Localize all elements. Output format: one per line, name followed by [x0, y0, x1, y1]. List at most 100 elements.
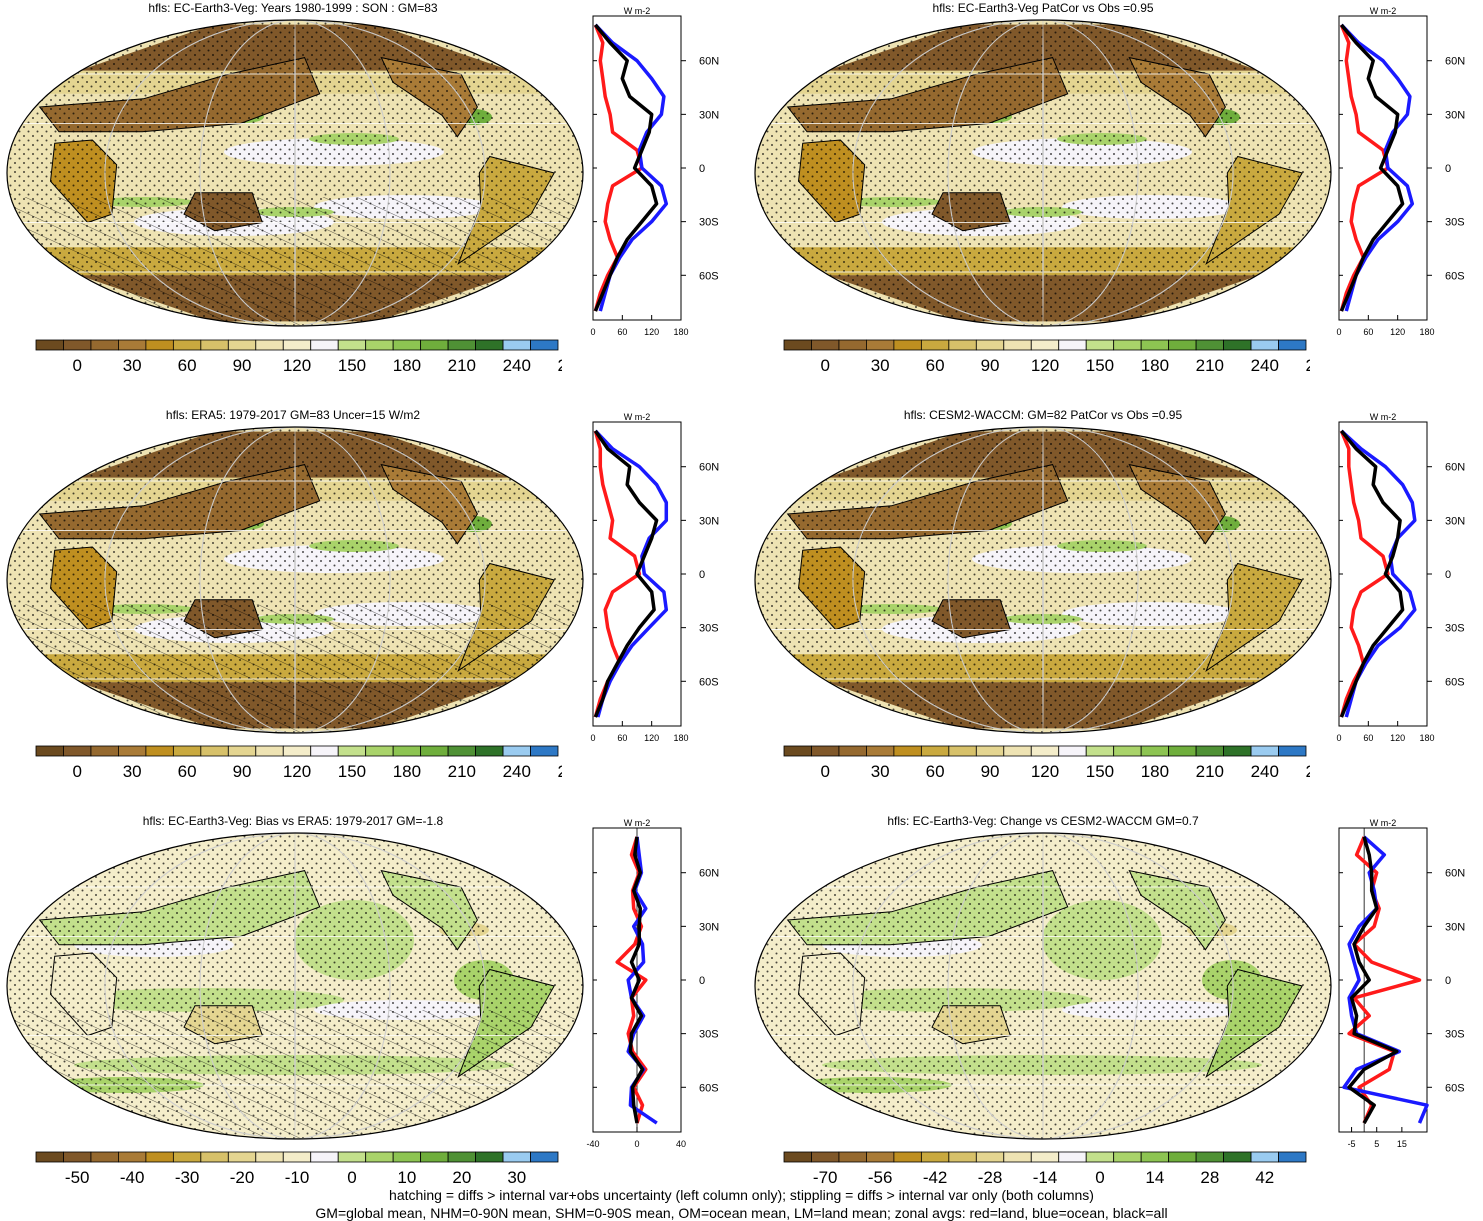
ocean-zonal-line: [1340, 23, 1415, 312]
colorbar-swatch: [920, 339, 950, 351]
colorbar-swatch: [502, 339, 531, 351]
lat-tick-label: 0: [1445, 975, 1451, 987]
colorbar-swatch: [475, 1151, 504, 1163]
x-tick-label: 0: [1336, 327, 1341, 337]
map-title: hfls: EC-Earth3-Veg: Years 1980-1999 : S…: [148, 1, 438, 15]
map: [6, 19, 584, 327]
colorbar-swatch: [420, 745, 449, 757]
colorbar-swatch: [365, 1151, 394, 1163]
colorbar-tick-label: -42: [923, 1168, 948, 1187]
colorbar-swatch: [1223, 745, 1252, 757]
colorbar-swatch: [1030, 745, 1060, 757]
lat-tick-label: 60S: [699, 1082, 719, 1094]
colorbar-tick-label: 120: [283, 356, 311, 375]
colorbar-swatch: [172, 339, 202, 351]
x-tick-label: 180: [673, 733, 688, 743]
colorbar-tick-label: 180: [1141, 356, 1169, 375]
map-title: hfls: EC-Earth3-Veg: Change vs CESM2-WAC…: [887, 814, 1199, 828]
colorbar-swatch: [502, 745, 531, 757]
lat-tick-label: 60S: [1445, 270, 1465, 282]
colorbar-swatch: [90, 745, 119, 757]
colorbar-tick-label: 0: [820, 356, 829, 375]
colorbar-swatch: [1195, 339, 1224, 351]
zonal-unit-label: W m-2: [624, 6, 651, 16]
colorbar-swatch: [337, 1151, 367, 1163]
colorbar-swatch: [337, 339, 367, 351]
colorbar-swatch: [118, 745, 147, 757]
x-tick-label: 60: [617, 327, 627, 337]
colorbar-tick-label: 30: [123, 356, 142, 375]
colorbar-swatch: [227, 339, 257, 351]
x-tick-label: 0: [590, 327, 595, 337]
colorbar-swatch: [1223, 339, 1252, 351]
zonal-unit-label: W m-2: [1370, 412, 1397, 422]
colorbar-swatch: [200, 339, 229, 351]
map-title: hfls: EC-Earth3-Veg: Bias vs ERA5: 1979-…: [142, 814, 444, 828]
lat-tick-label: 60S: [1445, 676, 1465, 688]
colorbar-swatch: [893, 339, 922, 351]
colorbar-tick-label: 150: [1086, 356, 1114, 375]
colorbar-swatch: [1168, 339, 1197, 351]
lat-tick-label: 0: [699, 163, 705, 175]
lat-tick-label: 60S: [699, 676, 719, 688]
colorbar-swatch: [783, 745, 812, 757]
colorbar-tick-label: 270: [1306, 762, 1310, 781]
colorbar-swatch: [145, 1151, 174, 1163]
colorbar-swatch: [447, 745, 476, 757]
colorbar-tick-label: 10: [397, 1168, 416, 1187]
lat-tick-label: 30S: [1445, 217, 1465, 229]
x-tick-label: 0: [590, 733, 595, 743]
colorbar: -50-40-30-20-1001020304050: [35, 1151, 559, 1187]
footer-note-hatching: hatching = diffs > internal var+obs unce…: [389, 1187, 1094, 1203]
lat-tick-label: 0: [1445, 569, 1451, 581]
lat-tick-label: 30S: [699, 217, 719, 229]
colorbar-swatch: [866, 339, 895, 351]
colorbar-swatch: [475, 745, 504, 757]
zonal-mean-plot: W m-2 60N 30N 0 30S 60S -40 0 40: [586, 818, 719, 1149]
ocean-zonal-line: [594, 23, 669, 312]
colorbar-tick-label: -40: [120, 1168, 145, 1187]
colorbar-swatch: [282, 745, 312, 757]
colorbar-swatch: [145, 339, 174, 351]
x-tick-label: 60: [1363, 327, 1373, 337]
colorbar-swatch: [1085, 339, 1115, 351]
colorbar-swatch: [1003, 745, 1032, 757]
lat-tick-label: 30S: [1445, 623, 1465, 635]
colorbar-swatch: [948, 1151, 977, 1163]
map-title: hfls: EC-Earth3-Veg PatCor vs Obs =0.95: [932, 1, 1154, 15]
colorbar: 0306090120150180210240270300: [783, 339, 1310, 375]
colorbar-swatch: [145, 745, 174, 757]
all-zonal-line: [628, 836, 645, 1124]
colorbar-swatch: [392, 745, 422, 757]
colorbar-swatch: [172, 1151, 202, 1163]
x-tick-label: 0: [634, 1139, 639, 1149]
colorbar-swatch: [1278, 1151, 1307, 1163]
x-tick-label: -5: [1348, 1139, 1356, 1149]
colorbar-tick-label: 150: [338, 356, 366, 375]
colorbar-swatch: [1278, 339, 1307, 351]
map: [754, 426, 1332, 734]
lat-tick-label: 30N: [699, 515, 719, 527]
colorbar-swatch: [255, 1151, 284, 1163]
colorbar-swatch: [1058, 339, 1087, 351]
colorbar-tick-label: 30: [507, 1168, 526, 1187]
colorbar-swatch: [811, 339, 840, 351]
colorbar-swatch: [530, 1151, 559, 1163]
colorbar-swatch: [1113, 745, 1142, 757]
lat-tick-label: 30N: [1445, 921, 1465, 933]
colorbar-swatch: [1278, 745, 1307, 757]
colorbar-swatch: [63, 1151, 92, 1163]
zonal-mean-plot: W m-2 60N 30N 0 30S 60S 0 60 120 180: [590, 6, 719, 337]
zonal-mean-plot: W m-2 60N 30N 0 30S 60S 0 60 120 180: [1336, 412, 1465, 743]
lat-tick-label: 30N: [699, 109, 719, 121]
all-zonal-line: [1339, 23, 1405, 312]
colorbar-tick-label: 42: [1255, 1168, 1274, 1187]
colorbar-tick-label: 30: [871, 356, 890, 375]
all-zonal-line: [593, 23, 659, 312]
colorbar-swatch: [310, 1151, 339, 1163]
zonal-mean-plot: W m-2 60N 30N 0 30S 60S -5 5 15: [1338, 818, 1465, 1149]
colorbar-tick-label: 120: [1031, 762, 1059, 781]
x-tick-label: 180: [1419, 733, 1434, 743]
colorbar-tick-label: 90: [981, 356, 1000, 375]
colorbar-swatch: [1058, 745, 1087, 757]
